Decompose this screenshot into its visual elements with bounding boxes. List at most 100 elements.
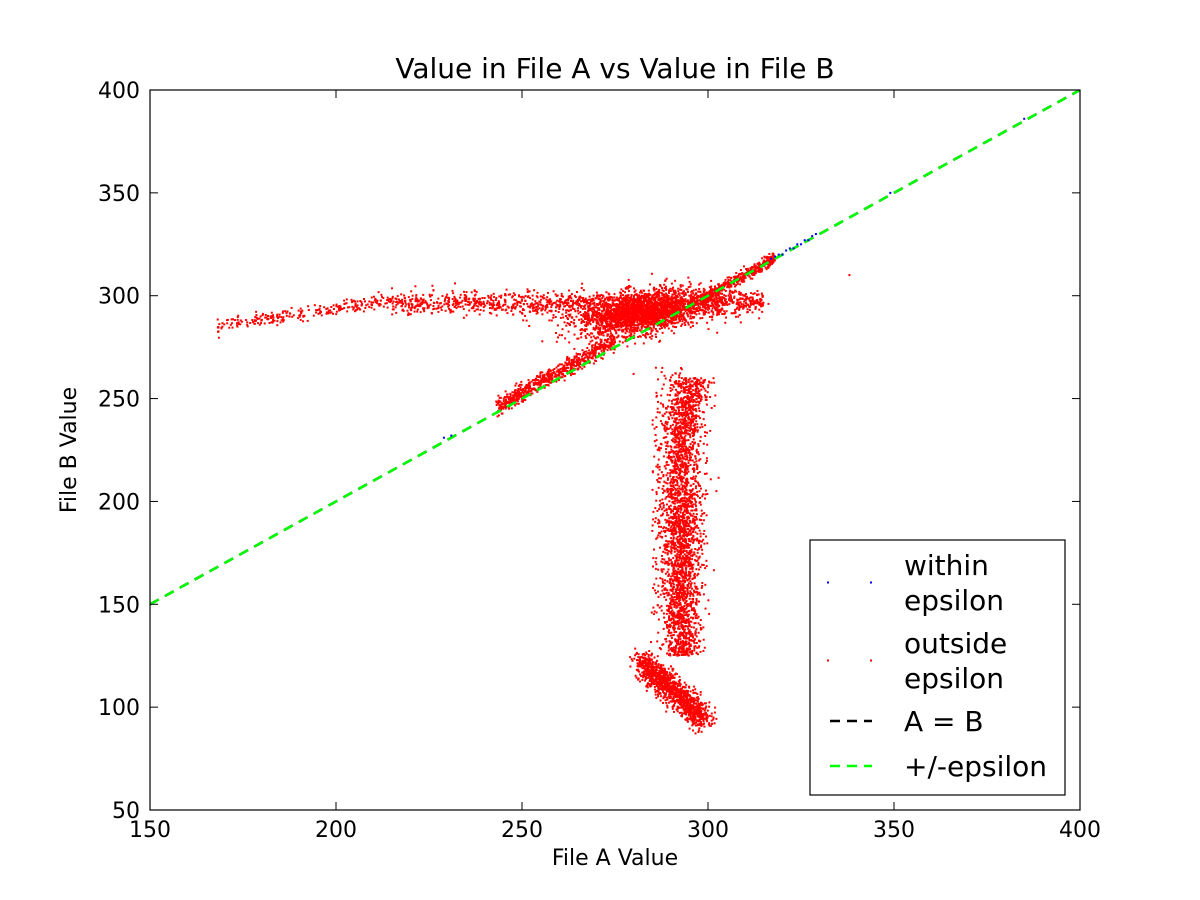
outside-epsilon-point (701, 305, 704, 308)
outside-epsilon-point (540, 378, 543, 381)
outside-epsilon-point (588, 361, 591, 364)
outside-epsilon-point (746, 308, 749, 311)
outside-epsilon-point (575, 354, 578, 357)
outside-epsilon-point (636, 299, 639, 302)
outside-epsilon-point (571, 301, 574, 304)
outside-epsilon-point (576, 303, 579, 306)
outside-epsilon-point (702, 291, 705, 294)
outside-epsilon-point (581, 367, 584, 370)
outside-epsilon-point (663, 315, 666, 318)
outside-epsilon-point (562, 370, 565, 373)
outside-epsilon-point (624, 287, 627, 290)
outside-epsilon-point (223, 323, 226, 326)
outside-epsilon-point (577, 337, 580, 340)
outside-epsilon-point (575, 300, 578, 303)
outside-epsilon-point (330, 311, 333, 314)
outside-epsilon-point (751, 311, 754, 314)
outside-epsilon-point (579, 333, 582, 336)
outside-epsilon-point (605, 322, 608, 325)
outside-epsilon-point (236, 322, 238, 325)
outside-epsilon-point (612, 303, 614, 306)
outside-epsilon-point (610, 339, 613, 342)
outside-epsilon-point (716, 306, 719, 309)
outside-epsilon-point (633, 290, 636, 293)
outside-epsilon-point (683, 290, 685, 293)
outside-epsilon-point (668, 313, 671, 315)
outside-epsilon-point (640, 326, 643, 329)
outside-epsilon-point (390, 299, 393, 302)
outside-epsilon-point (346, 310, 349, 313)
outside-epsilon-point (565, 311, 568, 314)
outside-epsilon-point (500, 412, 503, 415)
outside-epsilon-point (478, 313, 481, 316)
outside-epsilon-point (527, 305, 530, 308)
outside-epsilon-point (659, 317, 661, 320)
outside-epsilon-point (718, 296, 721, 299)
outside-epsilon-point (586, 333, 589, 335)
outside-epsilon-point (583, 356, 586, 359)
outside-epsilon-point (533, 289, 536, 292)
outside-epsilon-point (766, 257, 769, 260)
outside-epsilon-point (657, 293, 660, 296)
outside-epsilon-point (618, 325, 621, 328)
outside-epsilon-point (623, 318, 626, 321)
outside-epsilon-point (664, 312, 667, 315)
outside-epsilon-point (639, 311, 642, 314)
outside-epsilon-point (282, 320, 285, 323)
outside-epsilon-point (629, 297, 632, 300)
outside-epsilon-point (684, 324, 687, 326)
outside-epsilon-point (645, 322, 648, 325)
outside-epsilon-point (602, 295, 605, 298)
outside-epsilon-point (635, 301, 638, 304)
outside-epsilon-point (657, 317, 660, 320)
outside-epsilon-point (595, 291, 598, 294)
outside-epsilon-point (650, 313, 653, 316)
outside-epsilon-point (610, 344, 613, 347)
outside-epsilon-point (640, 291, 643, 294)
outside-epsilon-point (636, 317, 639, 320)
outside-epsilon-point (591, 297, 594, 300)
outside-epsilon-point (573, 319, 576, 321)
outside-epsilon-point (542, 304, 545, 307)
outside-epsilon-point (517, 394, 520, 397)
outside-epsilon-point (648, 323, 651, 326)
outside-epsilon-point (690, 298, 693, 301)
outside-epsilon-point (410, 309, 413, 312)
outside-epsilon-point (333, 308, 335, 310)
outside-epsilon-point (687, 307, 690, 310)
outside-epsilon-point (657, 303, 660, 306)
outside-epsilon-point (652, 312, 655, 315)
outside-epsilon-point (618, 299, 620, 301)
outside-epsilon-point (728, 276, 731, 279)
outside-epsilon-point (707, 303, 710, 306)
outside-epsilon-point (564, 337, 567, 340)
outside-epsilon-point (633, 297, 636, 300)
outside-epsilon-point (454, 300, 457, 303)
outside-epsilon-point (330, 306, 333, 308)
outside-epsilon-point (591, 339, 594, 342)
outside-epsilon-point (545, 307, 548, 310)
outside-epsilon-point (707, 301, 710, 304)
outside-epsilon-point (585, 299, 588, 302)
outside-epsilon-point (660, 292, 663, 294)
outside-epsilon-point (591, 357, 594, 360)
outside-epsilon-point (492, 302, 495, 305)
outside-epsilon-point (245, 319, 248, 321)
outside-epsilon-point (762, 301, 765, 304)
outside-epsilon-point (601, 330, 604, 333)
outside-epsilon-point (651, 295, 654, 298)
outside-epsilon-point (624, 314, 627, 317)
outside-epsilon-point (509, 400, 512, 403)
outside-epsilon-point (640, 307, 643, 310)
outside-epsilon-point (615, 318, 618, 321)
outside-epsilon-point (561, 313, 564, 316)
outside-epsilon-point (608, 335, 611, 338)
outside-epsilon-point (632, 330, 635, 332)
outside-epsilon-point (636, 321, 639, 324)
outside-epsilon-point (313, 304, 316, 307)
outside-epsilon-point (461, 305, 464, 308)
outside-epsilon-point (619, 322, 622, 325)
outside-epsilon-point (563, 379, 566, 382)
outside-epsilon-point (624, 327, 627, 330)
outside-epsilon-point (647, 301, 650, 304)
